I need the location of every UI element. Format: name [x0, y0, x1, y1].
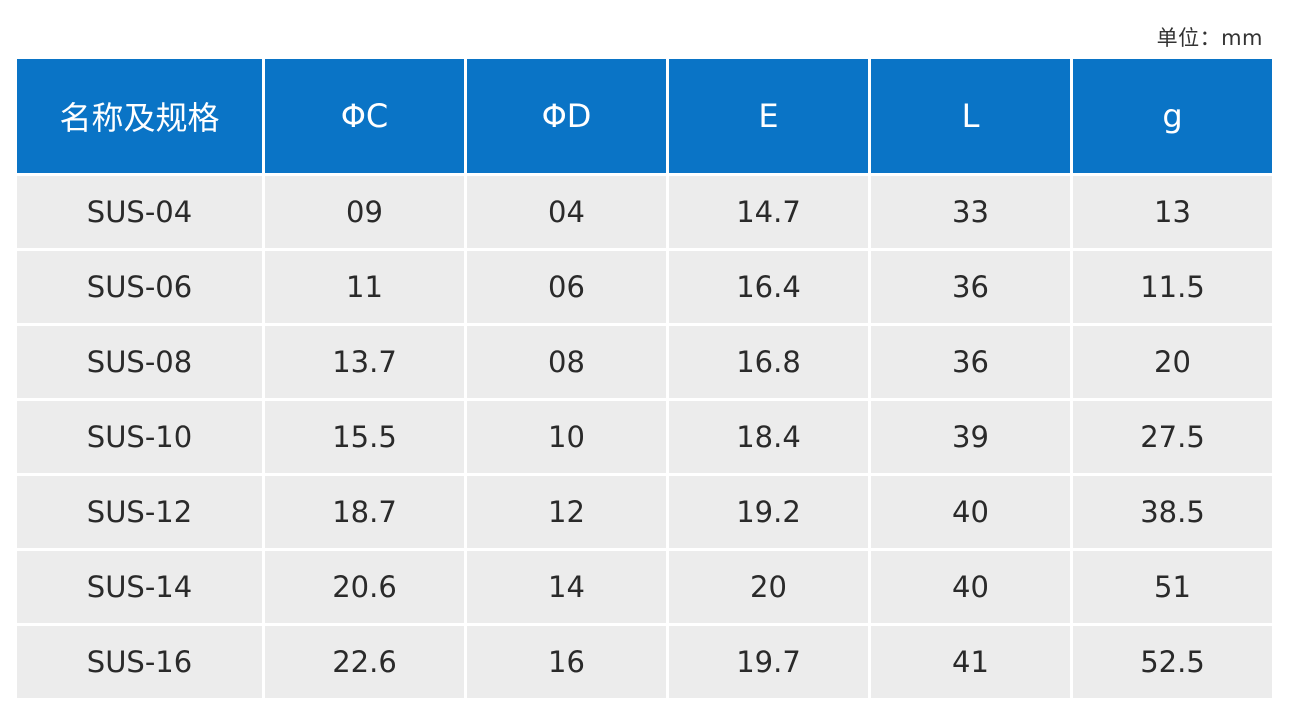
cell-phi-c: 09	[265, 176, 464, 248]
cell-phi-c: 11	[265, 251, 464, 323]
cell-e: 16.8	[669, 326, 868, 398]
cell-e: 20	[669, 551, 868, 623]
table-row: SUS-16 22.6 16 19.7 41 52.5	[17, 626, 1272, 698]
header-name-spec: 名称及规格	[17, 59, 262, 173]
cell-phi-d: 16	[467, 626, 666, 698]
table-row: SUS-10 15.5 10 18.4 39 27.5	[17, 401, 1272, 473]
cell-g: 11.5	[1073, 251, 1272, 323]
header-phi-c: ΦC	[265, 59, 464, 173]
cell-l: 36	[871, 251, 1070, 323]
cell-phi-d: 10	[467, 401, 666, 473]
cell-model: SUS-10	[17, 401, 262, 473]
table-row: SUS-14 20.6 14 20 40 51	[17, 551, 1272, 623]
cell-l: 39	[871, 401, 1070, 473]
cell-l: 41	[871, 626, 1070, 698]
header-e: E	[669, 59, 868, 173]
cell-g: 38.5	[1073, 476, 1272, 548]
cell-phi-c: 18.7	[265, 476, 464, 548]
cell-model: SUS-12	[17, 476, 262, 548]
cell-phi-d: 14	[467, 551, 666, 623]
cell-phi-d: 04	[467, 176, 666, 248]
cell-model: SUS-06	[17, 251, 262, 323]
table-row: SUS-12 18.7 12 19.2 40 38.5	[17, 476, 1272, 548]
cell-l: 36	[871, 326, 1070, 398]
cell-g: 51	[1073, 551, 1272, 623]
cell-phi-c: 20.6	[265, 551, 464, 623]
unit-note: 单位：mm	[1156, 26, 1263, 50]
cell-model: SUS-16	[17, 626, 262, 698]
cell-phi-d: 12	[467, 476, 666, 548]
cell-g: 27.5	[1073, 401, 1272, 473]
cell-e: 18.4	[669, 401, 868, 473]
cell-l: 33	[871, 176, 1070, 248]
cell-l: 40	[871, 476, 1070, 548]
cell-e: 19.7	[669, 626, 868, 698]
table-row: SUS-04 09 04 14.7 33 13	[17, 176, 1272, 248]
table-row: SUS-08 13.7 08 16.8 36 20	[17, 326, 1272, 398]
cell-g: 52.5	[1073, 626, 1272, 698]
cell-g: 20	[1073, 326, 1272, 398]
cell-e: 14.7	[669, 176, 868, 248]
cell-e: 19.2	[669, 476, 868, 548]
spec-table: 名称及规格 ΦC ΦD E L g SUS-04 09 04 14.7 33 1…	[14, 56, 1275, 701]
cell-phi-d: 06	[467, 251, 666, 323]
cell-e: 16.4	[669, 251, 868, 323]
header-phi-d: ΦD	[467, 59, 666, 173]
cell-model: SUS-04	[17, 176, 262, 248]
header-l: L	[871, 59, 1070, 173]
header-row: 名称及规格 ΦC ΦD E L g	[17, 59, 1272, 173]
cell-phi-c: 15.5	[265, 401, 464, 473]
cell-l: 40	[871, 551, 1070, 623]
cell-phi-c: 13.7	[265, 326, 464, 398]
cell-model: SUS-14	[17, 551, 262, 623]
cell-phi-d: 08	[467, 326, 666, 398]
cell-phi-c: 22.6	[265, 626, 464, 698]
table-row: SUS-06 11 06 16.4 36 11.5	[17, 251, 1272, 323]
cell-g: 13	[1073, 176, 1272, 248]
header-g: g	[1073, 59, 1272, 173]
cell-model: SUS-08	[17, 326, 262, 398]
